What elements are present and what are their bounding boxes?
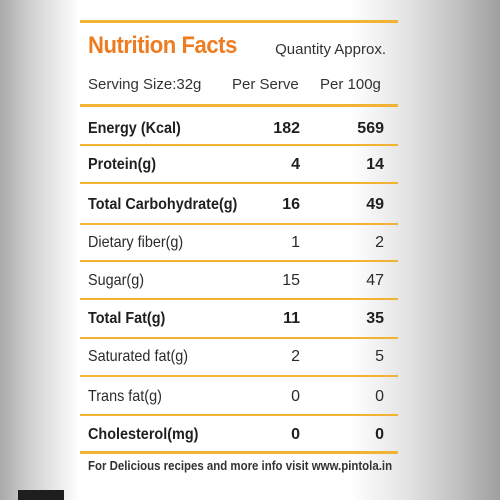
table-row: Sugar(g) 15 47 <box>80 264 398 296</box>
per-serve-value: 4 <box>291 156 300 173</box>
row-divider <box>80 414 398 416</box>
col-per-100g-header: Per 100g <box>320 76 381 93</box>
table-row: Trans fat(g) 0 0 <box>80 380 398 412</box>
table-row: Energy (Kcal) 182 569 <box>80 112 398 144</box>
per-serve-value: 16 <box>282 196 300 213</box>
per-100g-value: 0 <box>375 426 384 443</box>
nutrition-label: Nutrition Facts Quantity Approx. Serving… <box>80 0 398 500</box>
row-divider <box>80 260 398 262</box>
nutrition-title: Nutrition Facts <box>88 32 237 59</box>
nutrient-name: Protein(g) <box>88 156 156 173</box>
nutrient-name: Saturated fat(g) <box>88 348 189 365</box>
row-divider <box>80 144 398 146</box>
per-100g-value: 0 <box>375 388 384 405</box>
nutrient-name: Dietary fiber(g) <box>88 234 184 251</box>
per-serve-value: 0 <box>291 426 300 443</box>
nutrient-name: Total Fat(g) <box>88 310 166 327</box>
left-shadow <box>0 0 80 500</box>
bottom-rule <box>80 451 398 454</box>
table-row: Total Fat(g) 11 35 <box>80 302 398 334</box>
table-row: Protein(g) 4 14 <box>80 148 398 180</box>
row-divider <box>80 337 398 339</box>
table-row: Saturated fat(g) 2 5 <box>80 340 398 372</box>
nutrient-name: Sugar(g) <box>88 272 145 289</box>
per-100g-value: 569 <box>357 120 384 137</box>
serving-size: Serving Size:32g <box>88 76 202 93</box>
per-100g-value: 5 <box>375 348 384 365</box>
row-divider <box>80 298 398 300</box>
row-divider <box>80 182 398 184</box>
nutrient-name: Energy (Kcal) <box>88 120 181 137</box>
per-serve-value: 15 <box>282 272 300 289</box>
per-100g-value: 2 <box>375 234 384 251</box>
nutrient-name: Total Carbohydrate(g) <box>88 196 238 213</box>
header-rule <box>80 104 398 107</box>
per-100g-value: 35 <box>366 310 384 327</box>
per-serve-value: 11 <box>283 310 300 327</box>
table-row: Total Carbohydrate(g) 16 49 <box>80 188 398 220</box>
logo-fragment <box>18 490 64 500</box>
per-serve-value: 0 <box>291 388 300 405</box>
col-per-serve-header: Per Serve <box>232 76 299 93</box>
per-serve-value: 1 <box>291 234 300 251</box>
per-100g-value: 47 <box>366 272 384 289</box>
per-serve-value: 182 <box>273 120 300 137</box>
top-rule <box>80 20 398 23</box>
per-100g-value: 49 <box>366 196 384 213</box>
row-divider <box>80 375 398 377</box>
table-row: Dietary fiber(g) 1 2 <box>80 226 398 258</box>
table-row: Cholesterol(mg) 0 0 <box>80 418 398 450</box>
serving-header-row: Serving Size:32g Per Serve Per 100g <box>80 72 398 96</box>
nutrient-name: Cholesterol(mg) <box>88 426 199 443</box>
quantity-note: Quantity Approx. <box>275 41 386 58</box>
footer-note: For Delicious recipes and more info visi… <box>88 458 393 473</box>
right-shadow <box>350 0 500 500</box>
nutrient-name: Trans fat(g) <box>88 388 162 405</box>
per-100g-value: 14 <box>366 156 384 173</box>
row-divider <box>80 223 398 225</box>
per-serve-value: 2 <box>291 348 300 365</box>
